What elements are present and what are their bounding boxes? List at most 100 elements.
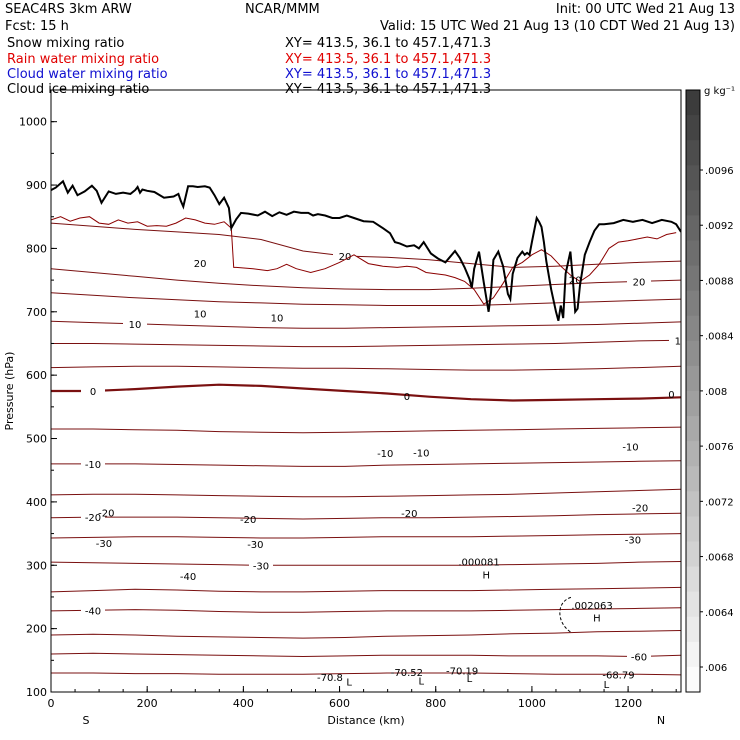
isotherm-label-bg <box>81 457 105 470</box>
colorbar-band <box>686 165 700 191</box>
contour-label: .002063 <box>571 601 612 612</box>
terrain-surface-line <box>51 179 681 321</box>
x-tick-label: 0 <box>48 697 55 710</box>
colorbar-band <box>686 416 700 442</box>
contour-label: -10 <box>622 443 638 454</box>
colorbar-band <box>686 391 700 417</box>
isotherm-label: 20 <box>339 252 352 263</box>
contour-label: -40 <box>180 572 196 583</box>
colorbar-band <box>686 365 700 392</box>
y-tick-label: 700 <box>26 306 47 319</box>
plot-frame <box>50 89 682 693</box>
isotherm-20 <box>51 268 681 291</box>
isotherm--40 <box>51 586 681 593</box>
isotherm--20 <box>51 488 681 498</box>
contour-label: L <box>467 674 473 685</box>
isotherm-label-bg <box>249 559 273 572</box>
colorbar-unit: g kg⁻¹ <box>704 86 735 97</box>
y-tick-label: 200 <box>26 623 47 636</box>
contour-label: .000081 <box>458 557 499 568</box>
contour-label: -70.19 <box>446 666 478 677</box>
isotherm--10 <box>51 460 681 467</box>
isotherm-label: 10 <box>675 336 688 347</box>
y-axis-title: Pressure (hPa) <box>3 352 16 431</box>
isotherm--30 <box>51 561 681 566</box>
isotherm-label-bg <box>333 250 357 263</box>
field-legend: Snow mixing ratio XY= 413.5, 36.1 to 457… <box>7 36 491 97</box>
x-axis-title: Distance (km) <box>327 714 404 727</box>
contour-label: -20 <box>240 515 256 526</box>
colorbar-tick-label: .0072 <box>705 497 734 508</box>
colorbar-band <box>686 616 700 643</box>
isotherm-label-bg <box>81 604 105 617</box>
contour-label: L <box>604 680 610 691</box>
colorbar: .0096 .0092 .0088 .0084 .008 .0076 .0072 .0068.… <box>685 89 734 693</box>
colorbar-band <box>686 140 700 166</box>
colorbar-band <box>686 516 700 542</box>
y-tick-label: 400 <box>26 496 47 509</box>
colorbar-tick-label: .0088 <box>705 276 734 287</box>
colorbar-band <box>686 240 700 267</box>
contour-label: -30 <box>96 539 112 550</box>
y-tick-label: 300 <box>26 559 47 572</box>
isotherm-label: -60 <box>631 653 647 664</box>
y-tick-label: 1000 <box>19 116 47 129</box>
isotherm-0 <box>51 383 681 402</box>
colorbar-band <box>686 340 700 367</box>
isotherm-label: 20 <box>633 277 646 288</box>
isotherm-label-bg <box>627 275 651 288</box>
isotherm--40 <box>51 607 681 613</box>
rain-water-line <box>51 216 677 305</box>
field-name: Rain water mixing ratio <box>7 52 159 67</box>
south-label: S <box>83 714 90 727</box>
y-tick-label: 100 <box>26 686 47 699</box>
x-tick-label: 1200 <box>614 697 642 710</box>
north-label: N <box>657 714 665 727</box>
x-tick-label: 800 <box>425 697 446 710</box>
colorbar-band <box>686 641 700 668</box>
isotherm--30 <box>51 533 681 539</box>
isotherm-label: 0 <box>90 387 96 398</box>
y-tick-label: 600 <box>26 369 47 382</box>
isotherm-20 <box>51 292 681 306</box>
colorbar-tick-label: .0068 <box>705 553 734 564</box>
isotherm--10 <box>51 426 681 434</box>
isotherm-label-bg <box>81 385 105 397</box>
x-tick-label: 200 <box>137 697 158 710</box>
contour-label: -20 <box>98 508 114 519</box>
colorbar-tick-label: .0064 <box>705 608 734 619</box>
contour-label: -20 <box>632 503 648 514</box>
colorbar-band <box>686 591 700 618</box>
contour-label: 20 <box>194 259 207 270</box>
colorbar-band <box>686 115 700 141</box>
colorbar-band <box>686 541 700 568</box>
field-xy: XY= 413.5, 36.1 to 457.1,471.3 <box>285 52 491 67</box>
colorbar-band <box>686 290 700 317</box>
x-tick-label: 1000 <box>518 697 546 710</box>
colorbar-tick-label: .008 <box>705 387 727 398</box>
colorbar-band <box>686 666 700 693</box>
isotherm-label-bg <box>669 334 681 347</box>
field-xy: XY= 413.5, 36.1 to 457.1,471.3 <box>285 67 491 82</box>
isotherm-0 <box>51 365 681 371</box>
colorbar-band <box>686 466 700 492</box>
contour-label: -10 <box>377 449 393 460</box>
contour-label: -70.8 <box>317 673 343 684</box>
cloud-ice-contour <box>559 596 573 633</box>
contour-label: 0 <box>668 390 674 401</box>
colorbar-tick-label: .0084 <box>705 332 734 343</box>
colorbar-tick-label: .0076 <box>705 442 734 453</box>
colorbar-band <box>686 190 700 216</box>
contour-label: -70.52 <box>391 668 423 679</box>
contour-label: L <box>346 678 352 689</box>
contour-label: 20 <box>569 275 582 286</box>
contour-label: H <box>593 614 601 625</box>
plot-area: -60 -40 -30 -20 -10 0 10 10 20 20 -70.8 -70.52 -70.1… <box>51 179 688 691</box>
x-tick-label: 600 <box>329 697 350 710</box>
colorbar-tick-label: .0096 <box>705 166 734 177</box>
isotherm-label: -40 <box>85 606 101 617</box>
contour-label: -30 <box>625 536 641 547</box>
isotherm-label: -20 <box>85 513 101 524</box>
y-axis: 200 300 400 500 600 700 800 900 1000 100 <box>19 89 57 699</box>
